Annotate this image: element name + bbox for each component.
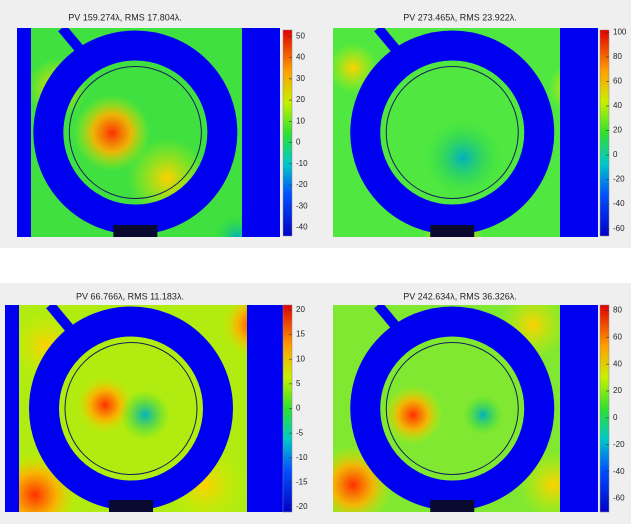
mask-ring [350, 30, 555, 235]
mount [109, 500, 153, 512]
colorbar-tick-label: 40 [613, 359, 622, 368]
map-image [333, 305, 598, 512]
mask-bar [560, 305, 598, 512]
inner-ring [385, 66, 519, 199]
mask-bar [17, 28, 31, 237]
map-image [333, 28, 598, 237]
colorbar-tick-label: 100 [613, 28, 627, 37]
colorbar-tick-label: 30 [296, 74, 305, 83]
colorbar-tick-label: 0 [613, 413, 618, 422]
colorbar-tick-label: 20 [613, 386, 622, 395]
colorbar-tick-label: -20 [296, 180, 308, 189]
colorbar-tick-label: 50 [296, 31, 305, 40]
map-image [5, 305, 285, 512]
map-blob [120, 390, 170, 440]
colorbar-tick-label: -5 [296, 428, 304, 437]
colorbar-tick-label: 5 [296, 379, 301, 388]
colorbar [599, 29, 610, 237]
mask-ring [350, 306, 555, 511]
colorbar-tick-label: 15 [296, 330, 305, 339]
colorbar [599, 304, 610, 513]
colorbar-tick-label: 0 [613, 150, 618, 159]
map-blob [383, 385, 443, 445]
mask-bar [242, 28, 280, 237]
panel-title: PV 159.274λ, RMS 17.804λ. [68, 12, 182, 22]
colorbar-tick-label: -20 [613, 440, 625, 449]
inner-ring [68, 66, 202, 199]
colorbar-tick-label: 10 [296, 354, 305, 363]
colorbar [282, 29, 293, 237]
panel-title: PV 66.766λ, RMS 11.183λ. [76, 291, 184, 301]
map-blob [74, 95, 150, 171]
panel: PV 242.634λ, RMS 36.326λ. 80 60 40 20 0 -20 -40… [333, 291, 625, 513]
mask-arm [58, 28, 91, 62]
mount [430, 225, 475, 237]
colorbar-tick-label: 20 [296, 305, 305, 314]
mask-arm [374, 305, 407, 339]
panel-title: PV 242.634λ, RMS 36.326λ. [403, 291, 517, 301]
mask-bar [5, 305, 19, 512]
panel: PV 159.274λ, RMS 17.804λ. 50 40 30 20 10 0 -10 -… [17, 12, 308, 237]
colorbar-tick-label: 40 [296, 53, 305, 62]
colorbar-tick-label: 40 [613, 101, 622, 110]
map-blob [423, 118, 503, 198]
colorbar-tick-label: -15 [296, 478, 308, 487]
colorbar-tick-label: -40 [613, 467, 625, 476]
inner-ring [64, 342, 198, 475]
mask-ring [33, 30, 238, 235]
colorbar-tick-label: -30 [296, 201, 308, 210]
mask-arm [46, 305, 79, 339]
mount [430, 500, 475, 512]
inner-ring [385, 342, 519, 475]
colorbar-tick-label: -10 [296, 159, 308, 168]
colorbar-tick-label: -60 [613, 224, 625, 233]
colorbar-tick-label: -10 [296, 453, 308, 462]
colorbar-tick-label: 60 [613, 332, 622, 341]
mask-ring [29, 306, 233, 511]
mask-arm [374, 28, 407, 62]
mount [113, 225, 158, 237]
colorbar-tick-label: 20 [296, 95, 305, 104]
panel: PV 273.465λ, RMS 23.922λ. 100 80 60 40 20 0 -20… [333, 12, 627, 237]
mask-bar [247, 305, 285, 512]
colorbar-tick-label: -20 [613, 175, 625, 184]
colorbar-tick-label: 60 [613, 77, 622, 86]
colorbar-tick-label: -40 [613, 199, 625, 208]
map-blob [75, 375, 135, 435]
colorbar-tick-label: 10 [296, 116, 305, 125]
colorbar-tick-label: 0 [296, 404, 301, 413]
colorbar-tick-label: 80 [613, 52, 622, 61]
colorbar-tick-label: -20 [296, 502, 308, 511]
map-blob [463, 395, 503, 435]
mask-bar [560, 28, 598, 237]
colorbar-tick-label: 0 [296, 138, 301, 147]
colorbar-tick-label: 20 [613, 126, 622, 135]
panel-title: PV 273.465λ, RMS 23.922λ. [403, 12, 517, 22]
colorbar-tick-label: -40 [296, 223, 308, 232]
panel: PV 66.766λ, RMS 11.183λ. 20 15 10 5 0 -5 -10 -15… [5, 291, 308, 513]
colorbar-tick-label: -60 [613, 494, 625, 503]
map-image [17, 28, 280, 237]
colorbar-tick-label: 80 [613, 305, 622, 314]
